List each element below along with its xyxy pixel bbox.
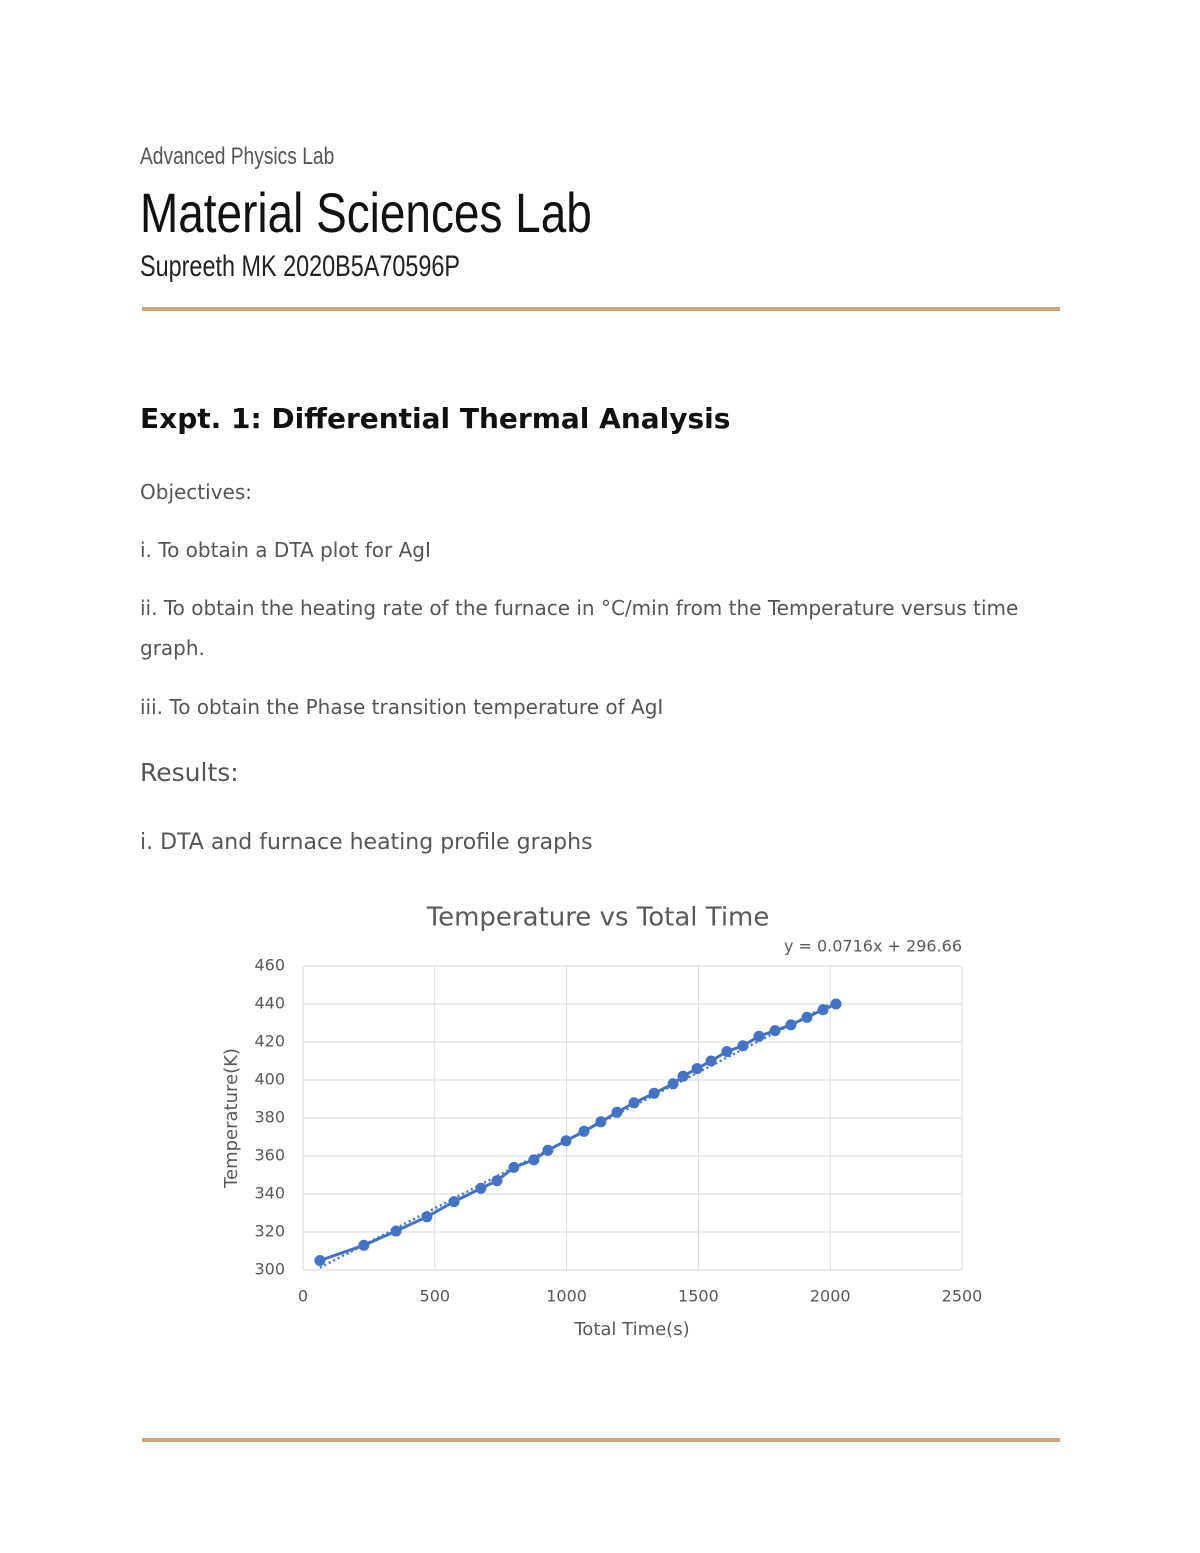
trendline-equation: y = 0.0716x + 296.66 [784,937,962,956]
y-tick-label: 320 [254,1222,285,1241]
data-point [578,1125,590,1137]
data-point [390,1225,402,1237]
y-tick-label: 360 [254,1146,285,1165]
objective: iii. To obtain the Phase transition temp… [140,695,664,719]
data-point [769,1025,781,1037]
data-point [475,1182,487,1194]
data-point [648,1087,660,1099]
series-line [319,1002,837,1262]
author: Supreeth MK 2020B5A70596P [140,250,461,283]
y-tick-label: 340 [254,1184,285,1203]
y-tick-label: 420 [254,1032,285,1051]
trendline [319,1000,837,1269]
divider [142,1438,1060,1442]
data-point [628,1097,640,1109]
data-point [785,1019,797,1031]
objective: ii. To obtain the heating rate of the fu… [140,596,1019,660]
data-point [691,1063,703,1075]
course: Advanced Physics Lab [140,143,335,170]
x-axis-label: Total Time(s) [573,1319,689,1340]
x-tick-label: 1000 [546,1287,587,1306]
results-item: i. DTA and furnace heating profile graph… [140,830,593,855]
objectives-label: Objectives: [140,480,252,504]
data-point [737,1040,749,1052]
y-tick-label: 440 [254,994,285,1013]
x-tick-label: 1500 [678,1287,719,1306]
data-point [801,1011,813,1023]
objective: i. To obtain a DTA plot for AgI [140,538,431,562]
data-point [677,1070,689,1082]
y-axis-label: Temperature(K) [221,1048,242,1189]
divider [142,307,1060,311]
y-tick-label: 400 [254,1070,285,1089]
data-point [358,1239,370,1251]
section-heading: Expt. 1: Differential Thermal Analysis [140,402,731,435]
data-point [508,1161,520,1173]
x-tick-label: 2500 [942,1287,983,1306]
y-tick-label: 300 [254,1260,285,1279]
y-tick-label: 380 [254,1108,285,1127]
chart-title: Temperature vs Total Time [426,903,770,933]
x-tick-label: 500 [420,1287,451,1306]
data-point [753,1030,765,1042]
x-tick-label: 2000 [810,1287,851,1306]
data-point [817,1004,829,1016]
data-point [314,1255,326,1266]
data-point [421,1211,433,1223]
x-tick-label: 0 [298,1287,308,1306]
data-point [721,1046,733,1057]
results-label: Results: [140,758,239,787]
y-tick-label: 460 [254,956,285,975]
data-point [667,1078,679,1090]
data-point [830,998,842,1010]
data-point [448,1196,460,1208]
chart: Temperature vs Total Time y = 0.0716x + … [221,903,983,1341]
doc-title: Material Sciences Lab [140,181,592,244]
data-point [528,1154,540,1166]
data-point [705,1055,717,1067]
